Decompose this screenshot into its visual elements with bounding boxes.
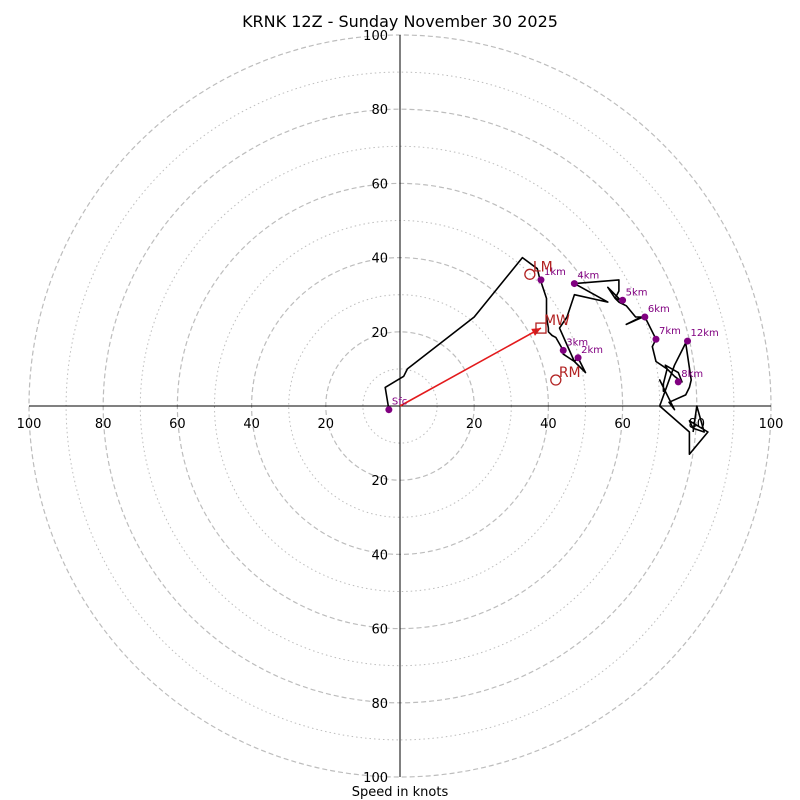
mean-wind-vector [399,327,542,407]
x-axis-label: Speed in knots [352,785,449,800]
x-tick-label: 80 [95,417,112,432]
y-tick-label: 40 [371,252,388,267]
motion-marker-label: RM [559,365,581,381]
height-marker [674,378,682,386]
y-tick-label: 20 [371,326,388,341]
chart-title: KRNK 12Z - Sunday November 30 2025 [242,12,558,31]
height-marker [619,296,627,304]
x-tick-label: 20 [466,417,483,432]
x-tick-label: 40 [540,417,557,432]
x-tick-label: 40 [243,417,260,432]
height-marker-label: 3km [566,337,588,348]
height-marker [537,276,545,284]
height-marker-label: 6km [648,304,670,315]
motion-marker-circle [550,374,562,386]
height-marker-label: 2km [581,345,603,356]
storm-motion-points: LM MW RM [524,259,581,386]
height-marker [641,313,649,321]
motion-marker-square [535,322,547,334]
motion-marker-label: LM [533,259,553,275]
height-marker [574,354,582,362]
x-tick-label: 60 [614,417,631,432]
y-tick-label: 20 [371,474,388,489]
mean-wind-vector-group [399,327,542,407]
height-marker [684,337,692,345]
height-marker [385,406,393,414]
height-marker-label: Sfc [392,397,407,408]
height-marker-label: 1km [544,267,566,278]
y-tick-label: 80 [371,103,388,118]
height-marker [570,280,578,288]
y-tick-label: 100 [363,771,388,786]
tick-labels: 1001008080606040402020202040406060808010… [17,29,784,786]
height-marker-label: 4km [577,271,599,282]
height-marker-label: 8km [681,369,703,380]
motion-marker-circle [524,268,536,280]
height-marker-label: 7km [659,326,681,337]
x-tick-label: 60 [169,417,186,432]
height-marker [559,346,567,354]
hodograph-trace [384,256,709,455]
height-marker-label: 12km [691,328,719,339]
x-tick-label: 100 [17,417,42,432]
motion-marker-label: MW [544,313,570,329]
height-marker [652,335,660,343]
y-tick-label: 100 [363,29,388,44]
y-tick-label: 60 [371,177,388,192]
y-tick-label: 40 [371,548,388,563]
y-tick-label: 60 [371,623,388,638]
x-tick-label: 100 [759,417,784,432]
height-marker-label: 5km [626,287,648,298]
x-tick-label: 20 [318,417,335,432]
y-tick-label: 80 [371,697,388,712]
wind-profile-line [384,256,709,455]
